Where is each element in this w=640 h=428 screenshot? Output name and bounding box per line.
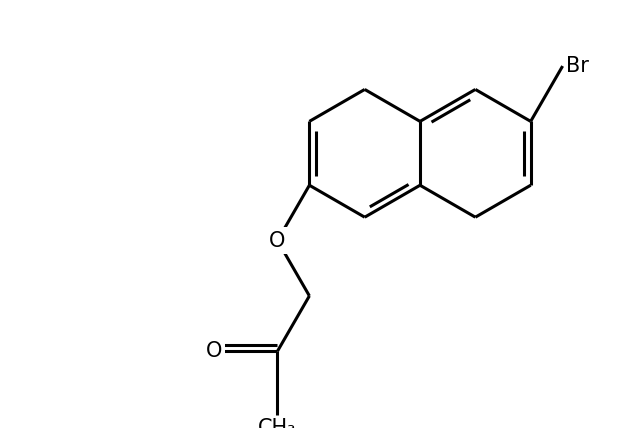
Text: Br: Br — [566, 56, 589, 76]
Text: CH₃: CH₃ — [259, 418, 297, 428]
Text: O: O — [205, 341, 222, 361]
Text: O: O — [269, 231, 285, 250]
